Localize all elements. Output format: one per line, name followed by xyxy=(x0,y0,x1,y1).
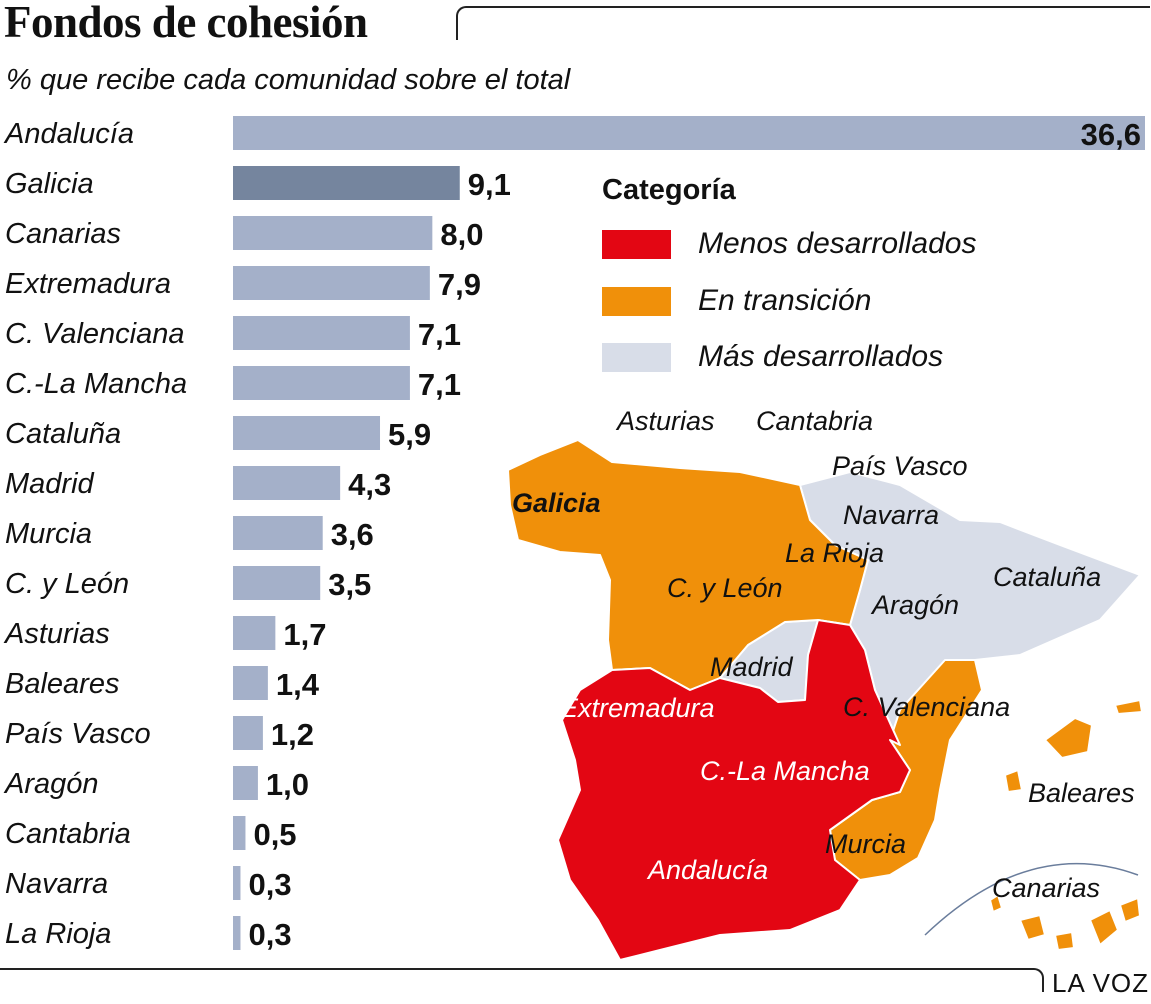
map-label-c-la-mancha: C.-La Mancha xyxy=(700,756,870,786)
map-label-la-rioja: La Rioja xyxy=(785,538,884,568)
value-label: 7,9 xyxy=(438,267,481,302)
bar xyxy=(233,366,410,400)
region-baleares xyxy=(1114,699,1143,715)
bar xyxy=(233,216,433,250)
value-label: 36,6 xyxy=(1081,117,1141,152)
map-label-pais-vasco: País Vasco xyxy=(832,451,968,481)
category-label: Andalucía xyxy=(3,118,134,150)
value-label: 1,2 xyxy=(271,717,314,752)
bar xyxy=(233,666,268,700)
bar xyxy=(233,266,430,300)
canarias-inset-arc xyxy=(924,862,1139,936)
source-credit: LA VOZ xyxy=(1052,968,1150,998)
legend-label: Más desarrollados xyxy=(698,340,944,373)
bar xyxy=(233,166,460,200)
bar xyxy=(233,616,276,650)
value-label: 5,9 xyxy=(388,417,431,452)
legend-swatch xyxy=(602,342,671,372)
legend-swatch xyxy=(602,229,671,259)
map-label-madrid: Madrid xyxy=(710,652,794,682)
category-label: Aragón xyxy=(3,768,99,800)
category-label: País Vasco xyxy=(5,718,151,750)
category-label: Galicia xyxy=(5,168,94,200)
bar xyxy=(233,816,246,850)
region-transition-north xyxy=(507,439,869,691)
category-label: Murcia xyxy=(5,518,92,550)
bar xyxy=(233,866,241,900)
map-label-baleares: Baleares xyxy=(1028,778,1135,808)
bar xyxy=(233,566,321,600)
value-label: 8,0 xyxy=(440,217,483,252)
region-canarias xyxy=(1089,909,1119,946)
legend-item-less-developed: Menos desarrollados xyxy=(602,227,977,260)
map-label-canarias: Canarias xyxy=(992,873,1100,903)
map-label-asturias: Asturias xyxy=(615,406,715,436)
category-label: Canarias xyxy=(5,218,121,250)
legend-item-transition: En transición xyxy=(602,284,872,317)
bar xyxy=(233,716,263,750)
value-label: 0,3 xyxy=(248,867,291,902)
category-label: Asturias xyxy=(3,618,110,650)
legend-label: En transición xyxy=(698,284,872,317)
legend-item-more-developed: Más desarrollados xyxy=(602,340,944,373)
map-label-c-valenciana: C. Valenciana xyxy=(843,692,1010,722)
value-label: 9,1 xyxy=(468,167,511,202)
bar xyxy=(233,916,241,950)
category-label: Cataluña xyxy=(5,418,121,450)
value-label: 1,0 xyxy=(266,767,309,802)
value-label: 0,3 xyxy=(248,917,291,952)
region-baleares xyxy=(1004,769,1023,793)
category-label: La Rioja xyxy=(5,918,111,950)
category-label: C.-La Mancha xyxy=(5,368,187,400)
map-label-c-y-leon: C. y León xyxy=(667,573,783,603)
value-label: 3,5 xyxy=(328,567,371,602)
legend-label: Menos desarrollados xyxy=(698,227,977,260)
value-label: 1,7 xyxy=(283,617,326,652)
category-label: Baleares xyxy=(5,668,119,700)
region-canarias xyxy=(1054,931,1075,951)
map-label-murcia: Murcia xyxy=(825,829,906,859)
region-baleares xyxy=(1044,717,1093,759)
category-label: Cantabria xyxy=(5,818,131,850)
category-label: Extremadura xyxy=(5,268,171,300)
category-label: Madrid xyxy=(5,468,95,500)
region-canarias xyxy=(1119,897,1141,923)
value-label: 0,5 xyxy=(253,817,296,852)
chart-subtitle: % que recibe cada comunidad sobre el tot… xyxy=(6,64,571,96)
category-label: C. Valenciana xyxy=(5,318,184,350)
map-label-navarra: Navarra xyxy=(843,500,939,530)
region-canarias xyxy=(1019,914,1046,941)
legend-swatch xyxy=(602,286,671,316)
category-label: Navarra xyxy=(5,868,108,900)
value-label: 4,3 xyxy=(348,467,391,502)
legend-title: Categoría xyxy=(602,174,736,206)
map-label-cantabria: Cantabria xyxy=(756,406,873,436)
bar xyxy=(233,766,258,800)
map-label-extremadura: Extremadura xyxy=(560,693,715,723)
title-rule xyxy=(456,6,1150,40)
bar xyxy=(233,416,381,450)
map-label-cataluna: Cataluña xyxy=(993,562,1101,592)
region-canarias xyxy=(989,894,1003,913)
bar xyxy=(233,316,410,350)
bottom-rule xyxy=(0,968,1044,992)
value-label: 7,1 xyxy=(418,367,461,402)
bar xyxy=(233,466,341,500)
chart-title: Fondos de cohesión xyxy=(4,0,368,47)
bar xyxy=(233,516,323,550)
map-label-aragon: Aragón xyxy=(870,590,959,620)
value-label: 7,1 xyxy=(418,317,461,352)
value-label: 3,6 xyxy=(331,517,374,552)
bar xyxy=(233,116,1145,150)
value-label: 1,4 xyxy=(276,667,320,702)
category-label: C. y León xyxy=(5,568,129,600)
region-less-developed xyxy=(557,619,911,961)
map-label-andalucia: Andalucía xyxy=(646,855,768,885)
map-label-galicia: Galicia xyxy=(512,488,601,518)
